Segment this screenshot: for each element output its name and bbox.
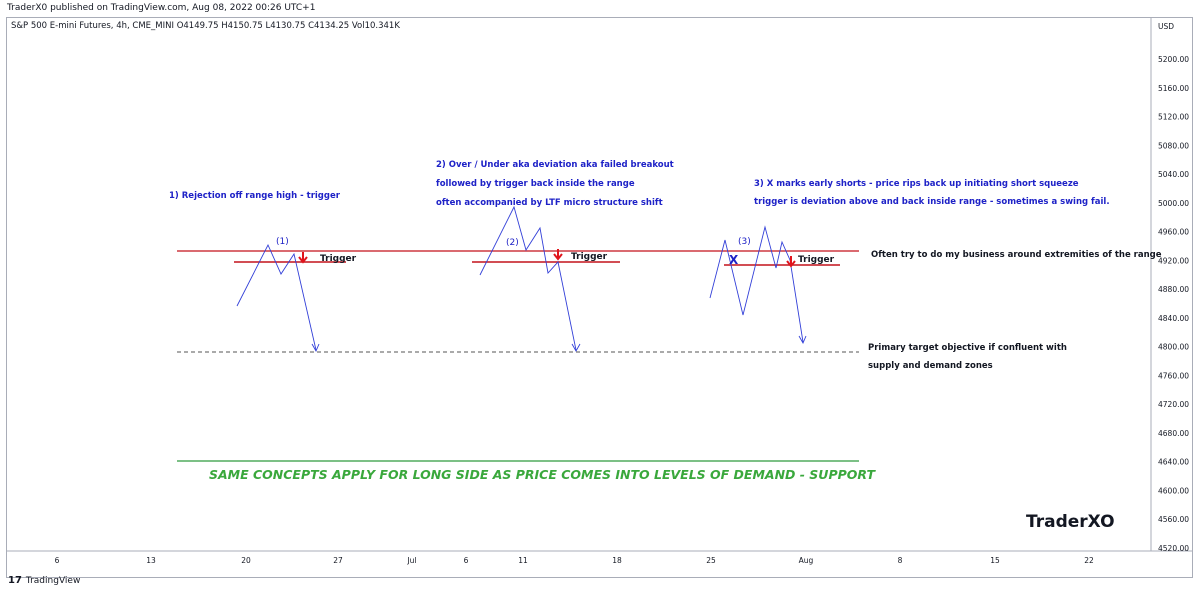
trigger-label-2: Trigger [571, 252, 608, 262]
symbol-legend: S&P 500 E-mini Futures, 4h, CME_MINI O41… [11, 21, 400, 31]
time-axis: 6 13 20 27 Jul 6 11 18 25 Aug 8 15 22 [55, 556, 1094, 565]
time-tick-label: 22 [1084, 556, 1094, 565]
setup-label-3: (3) [738, 237, 751, 247]
time-tick-label: 18 [612, 556, 622, 565]
annotation-2c: often accompanied by LTF micro structure… [436, 198, 663, 208]
price-tick-label: 4560.00 [1158, 515, 1189, 524]
publish-info: TraderX0 published on TradingView.com, A… [7, 3, 316, 13]
trigger-label-1: Trigger [320, 254, 357, 264]
time-tick-label: 15 [990, 556, 1000, 565]
price-tick-label: 5160.00 [1158, 84, 1189, 93]
down-arrow-icon [553, 249, 563, 261]
time-tick-label: 6 [55, 556, 60, 565]
annotation-target-b: supply and demand zones [868, 361, 993, 371]
annotation-3b: trigger is deviation above and back insi… [754, 197, 1110, 207]
price-axis-currency: USD [1158, 22, 1174, 31]
price-tick-label: 4960.00 [1158, 228, 1189, 237]
price-tick-label: 4600.00 [1158, 486, 1189, 495]
early-short-x-mark: X [729, 253, 739, 267]
price-tick-label: 4920.00 [1158, 256, 1189, 265]
price-axis: 5200.00 5160.00 5120.00 5080.00 5040.00 5000.… [1158, 55, 1189, 553]
brand-name: TradingView [25, 575, 81, 586]
price-path-1 [236, 243, 317, 351]
trigger-label-3: Trigger [798, 255, 835, 265]
annotation-1: 1) Rejection off range high - trigger [169, 191, 341, 201]
down-arrow-icon [298, 252, 308, 264]
price-path-3 [709, 225, 804, 343]
annotation-long-side: SAME CONCEPTS APPLY FOR LONG SIDE AS PRI… [209, 467, 876, 482]
time-tick-label: 20 [241, 556, 251, 565]
setup-label-1: (1) [276, 237, 289, 247]
price-path-1-arrowhead [311, 343, 320, 353]
time-tick-label: 13 [146, 556, 156, 565]
price-path-2 [479, 205, 577, 351]
price-tick-label: 4880.00 [1158, 285, 1189, 294]
price-tick-label: 4840.00 [1158, 314, 1189, 323]
price-tick-label: 4720.00 [1158, 400, 1189, 409]
chart-frame[interactable] [6, 17, 1193, 578]
price-tick-label: 4760.00 [1158, 371, 1189, 380]
time-tick-label: 6 [464, 556, 469, 565]
time-tick-label: 25 [706, 556, 716, 565]
price-path-3-arrowhead [798, 335, 807, 345]
price-tick-label: 4800.00 [1158, 343, 1189, 352]
price-tick-label: 4680.00 [1158, 429, 1189, 438]
time-tick-label: Aug [799, 556, 814, 565]
annotation-target-a: Primary target objective if confluent wi… [868, 343, 1067, 353]
price-tick-label: 5000.00 [1158, 199, 1189, 208]
setup-label-2: (2) [506, 238, 519, 248]
price-tick-label: 5040.00 [1158, 170, 1189, 179]
publish-header: TraderX0 published on TradingView.com, A… [0, 0, 1200, 17]
price-tick-label: 5120.00 [1158, 113, 1189, 122]
down-arrow-icon [786, 256, 796, 268]
price-tick-label: 4640.00 [1158, 458, 1189, 467]
annotation-3a: 3) X marks early shorts - price rips bac… [754, 179, 1079, 189]
time-tick-label: 11 [518, 556, 528, 565]
tradingview-brand[interactable]: 17 TradingView [8, 575, 80, 586]
author-watermark: TraderXO [1026, 512, 1115, 532]
tradingview-logo-icon: 17 [8, 575, 22, 586]
time-tick-label: 27 [333, 556, 343, 565]
price-tick-label: 4520.00 [1158, 544, 1189, 553]
time-tick-label: 8 [898, 556, 903, 565]
annotation-range-note: Often try to do my business around extre… [871, 250, 1162, 260]
price-tick-label: 5080.00 [1158, 141, 1189, 150]
price-tick-label: 5200.00 [1158, 55, 1189, 64]
annotation-2b: followed by trigger back inside the rang… [436, 179, 635, 189]
price-path-2-arrowhead [571, 343, 581, 352]
time-tick-label: Jul [406, 556, 416, 565]
annotation-2a: 2) Over / Under aka deviation aka failed… [436, 160, 674, 170]
